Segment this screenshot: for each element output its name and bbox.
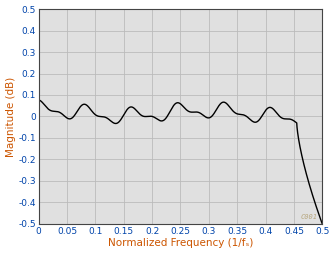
Text: C001: C001 <box>301 214 318 220</box>
Y-axis label: Magnitude (dB): Magnitude (dB) <box>6 76 15 157</box>
X-axis label: Normalized Frequency (1/fₛ): Normalized Frequency (1/fₛ) <box>108 239 253 248</box>
